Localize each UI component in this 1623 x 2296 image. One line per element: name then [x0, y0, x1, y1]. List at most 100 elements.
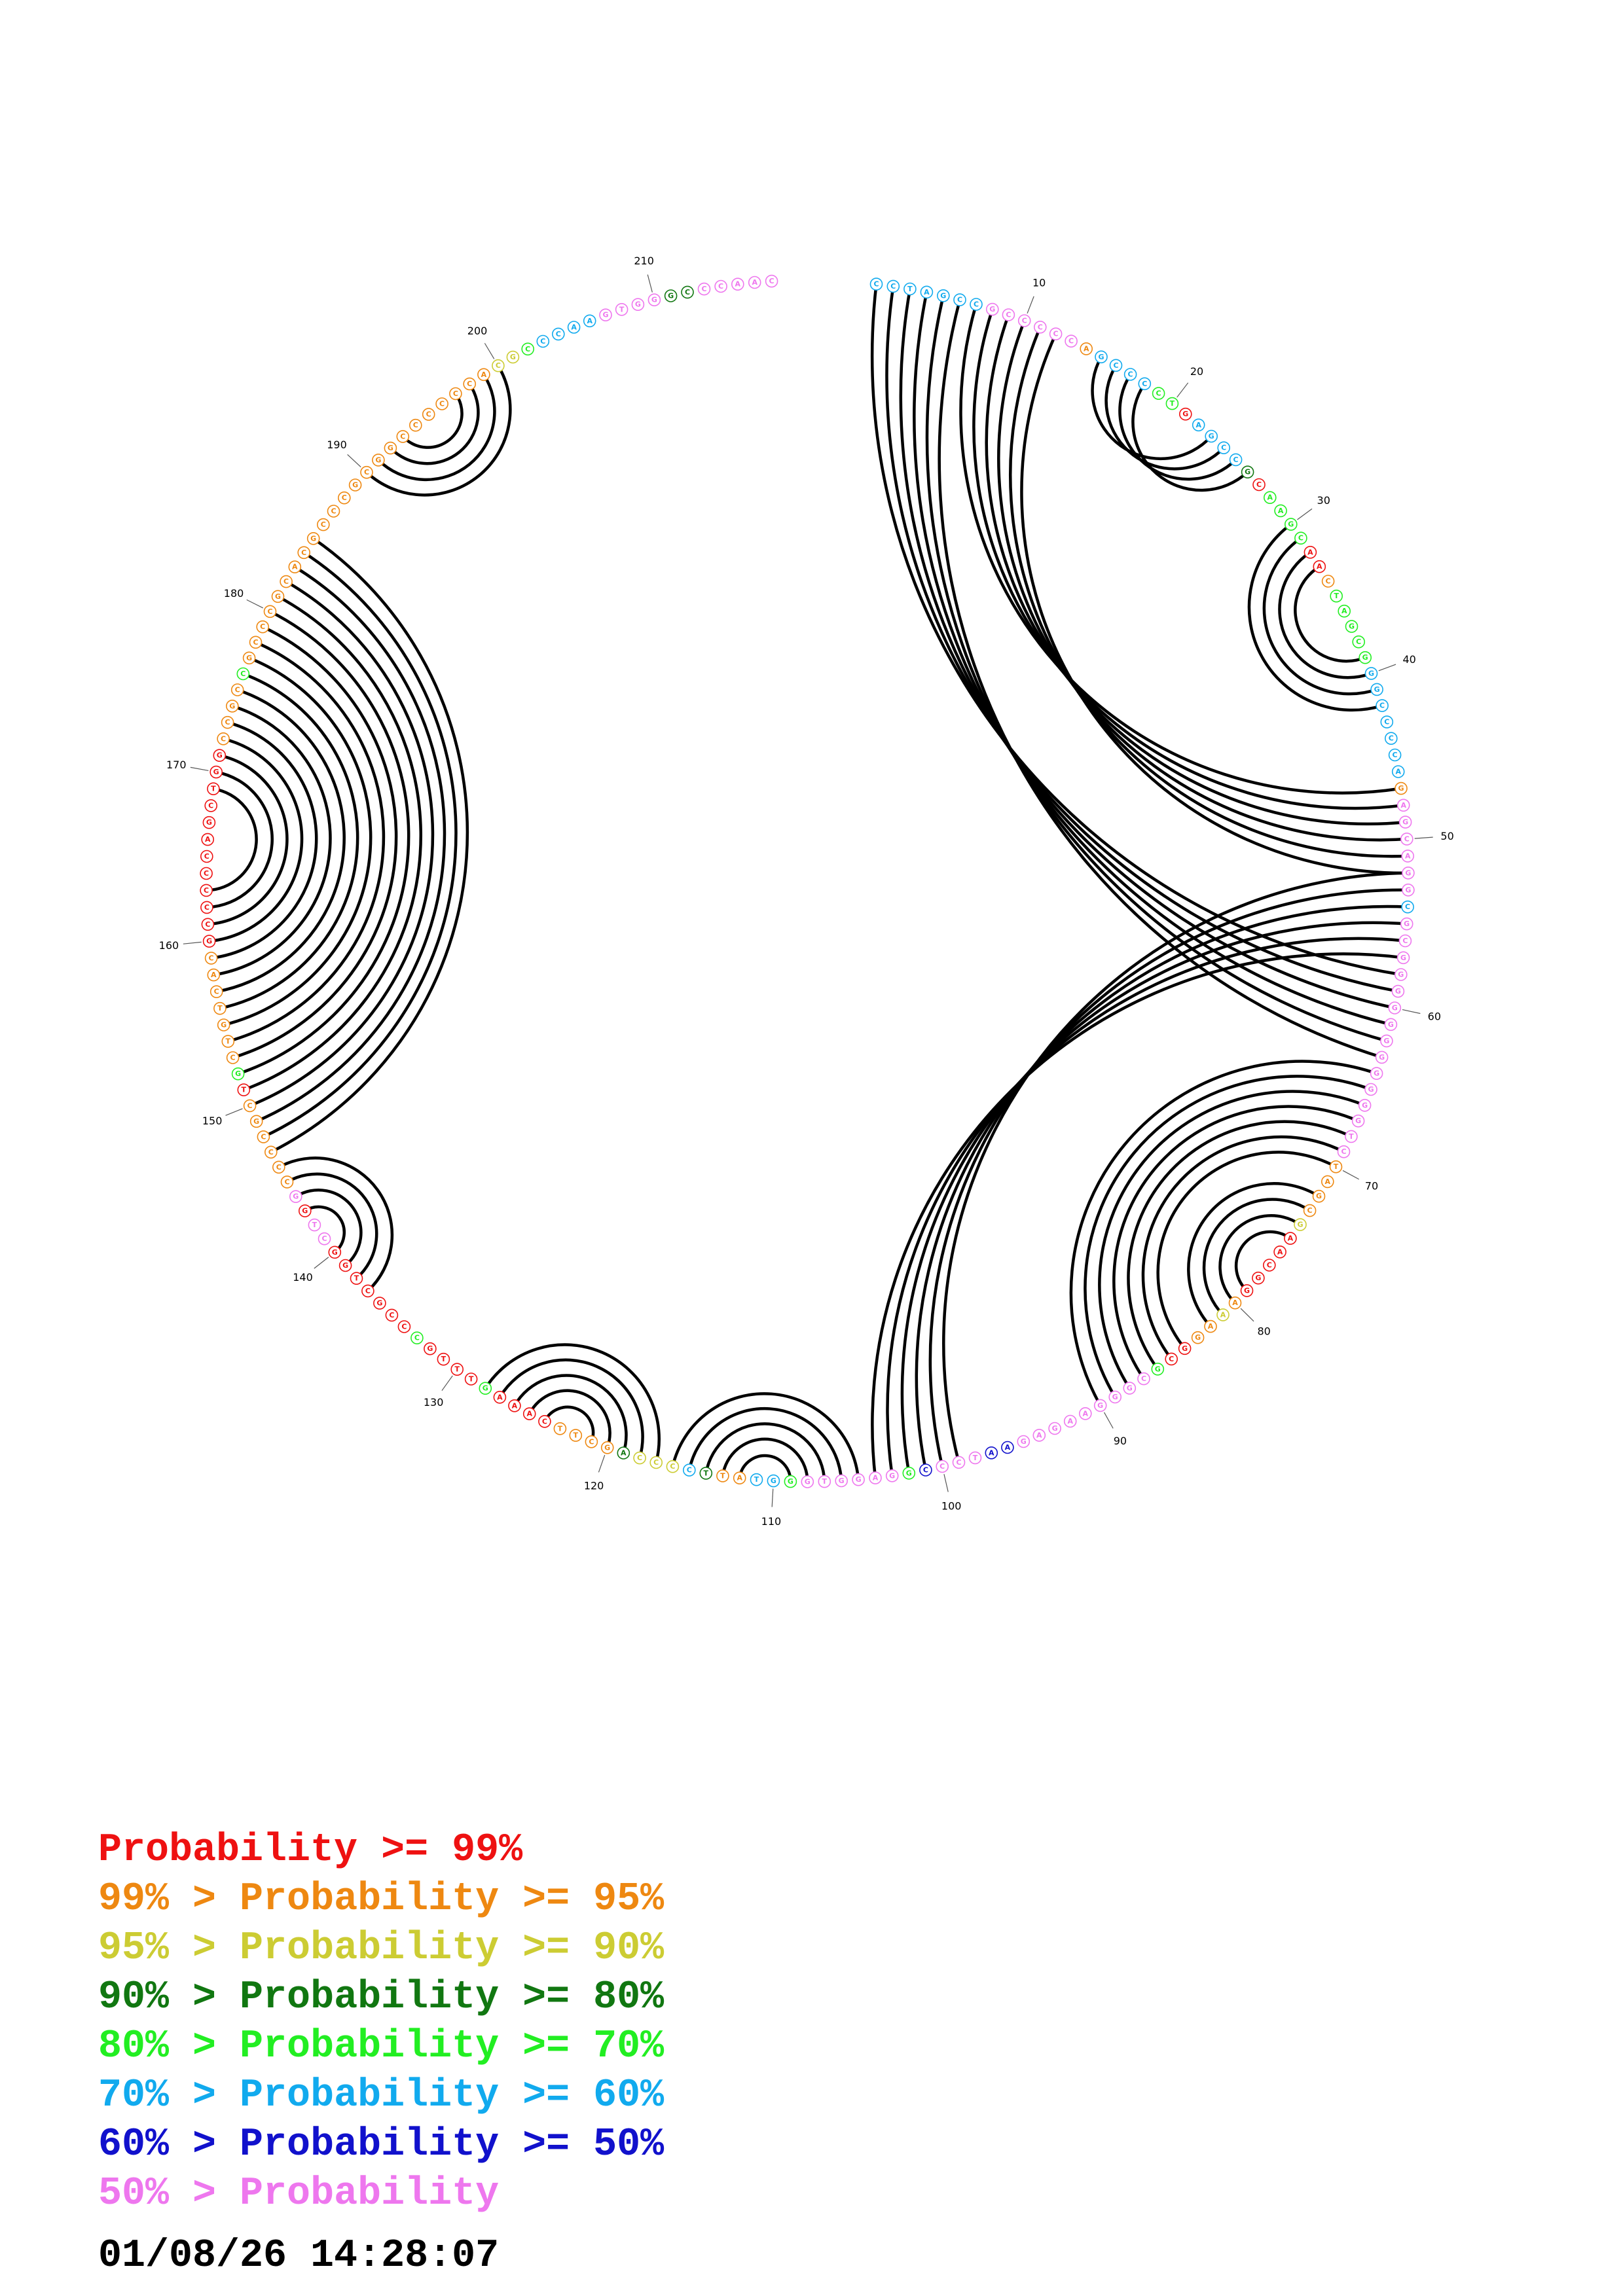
nucleotide: T	[437, 1352, 450, 1366]
nucleotide-circle	[936, 1460, 949, 1473]
probability-legend: Probability >= 99% 99% > Probability >= …	[98, 1826, 664, 2219]
nucleotide-letter: G	[1127, 1384, 1133, 1392]
nucleotide: A	[731, 278, 744, 291]
nucleotide: A	[1080, 342, 1093, 355]
nucleotide-circle	[1240, 1284, 1254, 1297]
nucleotide-circle	[297, 546, 311, 560]
nucleotide: G	[1123, 1382, 1137, 1395]
nucleotide-circle	[217, 732, 230, 745]
nucleotide: G	[1400, 917, 1413, 931]
nucleotide: G	[1179, 407, 1192, 421]
nucleotide-circle	[1391, 765, 1405, 778]
nucleotide-circle	[1402, 867, 1415, 880]
nucleotide: G	[1108, 1390, 1122, 1404]
nucleotide-circle	[200, 867, 213, 880]
base-pair-arc	[1084, 1075, 1372, 1398]
nucleotide-circle	[200, 884, 213, 897]
nucleotide-letter: G	[1383, 1037, 1389, 1045]
nucleotide-letter: C	[260, 622, 265, 631]
legend-body: Probability >= 80%	[240, 1975, 665, 2020]
nucleotide-circle	[256, 620, 270, 634]
nucleotide: A	[1313, 560, 1326, 573]
nucleotide-letter: G	[1374, 1069, 1379, 1078]
nucleotide-letter: G	[906, 1469, 912, 1477]
nucleotide-circle	[801, 1475, 814, 1488]
position-label: 210	[634, 255, 654, 267]
nucleotide-circle	[599, 308, 612, 322]
nucleotide-circle	[1376, 699, 1389, 712]
nucleotide-letter: C	[413, 421, 418, 429]
nucleotide-circle	[1217, 441, 1230, 455]
nucleotide-letter: T	[226, 1037, 231, 1046]
nucleotide: G	[348, 478, 362, 492]
nucleotide: G	[1402, 867, 1415, 880]
nucleotide: T	[1329, 1160, 1343, 1174]
legend-prefix: 60% >	[98, 2123, 240, 2167]
nucleotide-letter: G	[1362, 653, 1368, 662]
nucleotide-letter: G	[206, 818, 212, 827]
nucleotide-letter: T	[907, 285, 913, 293]
nucleotide: C	[1303, 1204, 1317, 1217]
nucleotide-ring: C C T A G CCGCCCCCAGCCCCTGAGCCGCAAGCAACTAGCGG…	[200, 274, 1415, 1488]
nucleotide: C	[243, 1099, 257, 1113]
nucleotide-circle	[1032, 1429, 1046, 1442]
nucleotide-letter: G	[1021, 1437, 1027, 1446]
nucleotide: C	[200, 850, 213, 863]
nucleotide-letter: C	[1402, 937, 1408, 945]
nucleotide-circle	[1109, 359, 1123, 372]
nucleotide: C	[397, 1320, 411, 1333]
nucleotide: A	[748, 276, 761, 289]
position-label: 40	[1403, 653, 1416, 666]
nucleotide: G	[1370, 683, 1383, 696]
nucleotide: C	[1263, 1259, 1276, 1272]
nucleotide-letter: G	[1297, 1221, 1303, 1229]
nucleotide-letter: C	[204, 903, 210, 912]
nucleotide-letter: T	[1170, 399, 1175, 408]
nucleotide: C	[521, 342, 535, 356]
nucleotide-circle	[493, 1391, 507, 1404]
nucleotide-circle	[1048, 1422, 1061, 1435]
position-label: 10	[1032, 277, 1046, 289]
nucleotide-letter: A	[1341, 607, 1347, 615]
nucleotide-letter: G	[989, 305, 995, 314]
nucleotide-letter: G	[1395, 987, 1401, 996]
base-pair-arc	[885, 286, 1398, 993]
nucleotide: G	[1380, 1034, 1393, 1048]
nucleotide: G	[372, 454, 385, 467]
nucleotide: C	[1123, 368, 1137, 381]
nucleotide: C	[201, 918, 215, 931]
legend-line-6: 70% > Probability >= 60%	[98, 2072, 664, 2121]
nucleotide: A	[1396, 798, 1410, 812]
nucleotide: G	[213, 749, 227, 762]
nucleotide-circle	[210, 765, 223, 779]
nucleotide-circle	[886, 279, 900, 293]
nucleotide-letter: A	[873, 1474, 879, 1482]
nucleotide-circle	[750, 1473, 763, 1486]
nucleotide-letter: G	[1402, 818, 1408, 827]
nucleotide: C	[869, 278, 883, 291]
position-tick	[441, 1375, 453, 1391]
nucleotide-circle	[631, 298, 645, 312]
nucleotide-circle	[1391, 984, 1405, 998]
base-pair-arc	[687, 1407, 843, 1481]
base-pair-arc	[216, 688, 346, 994]
nucleotide-circle	[551, 327, 565, 341]
nucleotide-letter: C	[342, 493, 347, 502]
nucleotide-circle	[264, 1145, 278, 1159]
nucleotide-circle	[449, 387, 462, 401]
nucleotide-letter: C	[261, 1132, 266, 1141]
nucleotide-circle	[937, 289, 950, 302]
nucleotide-circle	[1401, 850, 1414, 863]
nucleotide-letter: C	[364, 468, 369, 476]
nucleotide-circle	[952, 1456, 966, 1469]
nucleotide-letter: G	[1368, 669, 1374, 677]
nucleotide: C	[204, 952, 218, 965]
nucleotide: T	[237, 1083, 251, 1096]
nucleotide: A	[1338, 604, 1351, 618]
nucleotide: A	[1192, 418, 1205, 432]
nucleotide: C	[422, 408, 435, 421]
nucleotide: C	[1294, 531, 1307, 545]
nucleotide-letter: A	[1400, 801, 1406, 810]
nucleotide: C	[1400, 833, 1413, 846]
nucleotide: G	[664, 289, 678, 302]
